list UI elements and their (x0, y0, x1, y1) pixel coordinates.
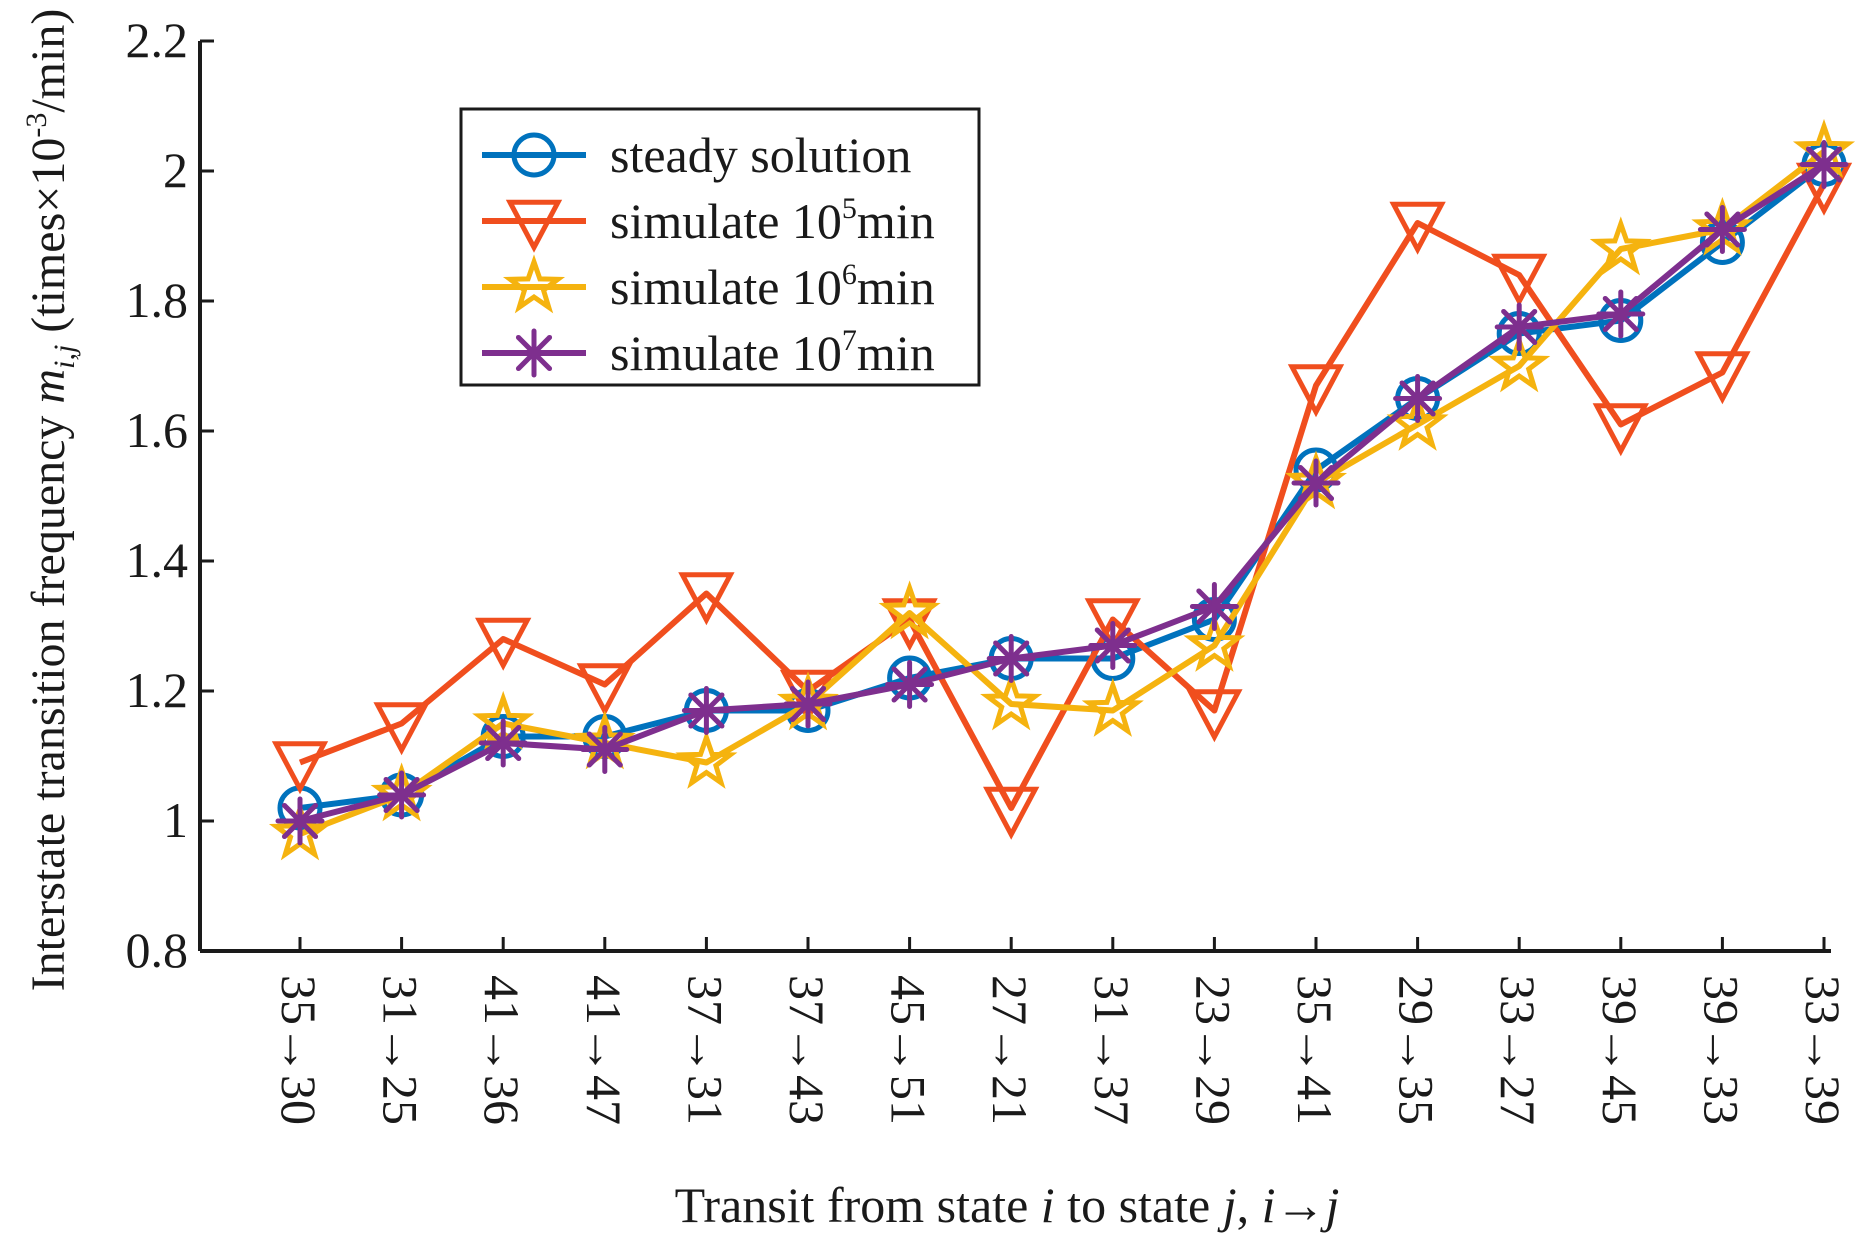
y-tick-label: 1.6 (126, 402, 189, 458)
x-tick-label: 33→27 (1490, 975, 1546, 1125)
data-point (373, 702, 430, 756)
data-point (1081, 677, 1144, 737)
y-ticks: 0.8 1 1.2 1.4 1.6 1.8 2 2.2 (126, 12, 214, 978)
y-tick-label: 1.2 (126, 662, 189, 718)
data-point (478, 718, 528, 768)
data-point (1183, 612, 1246, 672)
data-point (1389, 201, 1446, 255)
series-2 (271, 162, 1853, 840)
series-line (299, 161, 1826, 824)
series-layer (268, 118, 1856, 861)
x-tick-label: 31→37 (1084, 975, 1140, 1125)
data-point (980, 671, 1043, 731)
x-tick-label: 41→36 (474, 975, 530, 1125)
x-tick-label: 29→35 (1389, 975, 1445, 1125)
data-point (678, 572, 735, 626)
series-line (298, 149, 1826, 837)
data-point (1694, 351, 1751, 405)
x-tick-label: 33→39 (1795, 975, 1851, 1125)
legend-label: simulate 105min (610, 192, 935, 249)
data-point (1287, 364, 1345, 418)
legend-item: simulate 106min (482, 254, 935, 315)
data-point (271, 741, 329, 795)
data-point (377, 770, 427, 820)
data-point (1596, 289, 1646, 339)
y-tick-label: 1 (163, 792, 188, 848)
legend-item: steady solution (482, 127, 911, 183)
data-point (1592, 403, 1649, 457)
data-point (475, 617, 532, 671)
series-line (298, 182, 1827, 811)
x-tick-label: 35→30 (271, 975, 327, 1125)
data-point (675, 729, 738, 789)
data-point (878, 580, 941, 640)
series-line (299, 162, 1826, 811)
data-point (576, 663, 633, 717)
data-point (1189, 582, 1239, 631)
data-point (885, 660, 935, 709)
legend-item: simulate 107min (482, 324, 935, 381)
y-tick-label: 1.8 (126, 272, 189, 328)
legend-marker (505, 199, 563, 253)
legend-marker (511, 132, 557, 178)
x-tick-label: 23→29 (1185, 975, 1241, 1125)
series-4 (275, 140, 1849, 846)
y-tick-label: 2 (163, 142, 188, 198)
x-tick-label: 45→51 (881, 975, 937, 1125)
y-tick-label: 2.2 (126, 12, 189, 68)
data-point (783, 679, 833, 729)
x-tick-label: 39→45 (1592, 975, 1648, 1125)
data-point (681, 686, 731, 735)
data-point (1494, 302, 1544, 352)
legend-label: simulate 107min (610, 324, 935, 381)
data-point (1084, 598, 1141, 652)
x-tick-label: 27→21 (982, 975, 1038, 1125)
y-tick-label: 0.8 (126, 922, 189, 978)
legend: steady solution simulate 105min simulate 1… (459, 107, 981, 387)
data-point (580, 725, 630, 774)
data-point (1088, 621, 1138, 670)
data-point (1291, 458, 1341, 508)
y-tick-label: 1.4 (126, 532, 189, 588)
x-tick-label: 41→47 (576, 975, 632, 1125)
data-point (1491, 253, 1548, 307)
legend-marker (502, 254, 566, 314)
legend-entries: steady solution simulate 105min simulate 1… (482, 127, 935, 381)
data-point (1186, 689, 1243, 743)
x-ticks: 35→30 31→25 41→36 41→47 37→31 37→43 45→51 27→21… (271, 937, 1851, 1125)
x-tick-label: 37→31 (677, 975, 733, 1125)
legend-marker (509, 328, 559, 378)
x-tick-label: 37→43 (779, 975, 835, 1125)
data-point (1393, 374, 1443, 423)
y-axis-title: Interstate transition frequency mi,j (ti… (20, 9, 81, 992)
data-point (1488, 333, 1551, 393)
x-tick-label: 35→41 (1287, 975, 1343, 1125)
legend-item: simulate 105min (482, 192, 935, 253)
x-tick-label: 31→25 (373, 975, 429, 1125)
legend-label: simulate 106min (610, 258, 935, 315)
data-point (1697, 205, 1747, 254)
data-point (1799, 140, 1849, 189)
x-tick-label: 39→33 (1693, 975, 1749, 1125)
data-point (275, 796, 325, 846)
legend-label: steady solution (610, 127, 911, 183)
x-axis-title: Transit from state i to state j, i→j (675, 1177, 1340, 1233)
data-point (983, 786, 1040, 840)
data-point (1589, 216, 1652, 276)
axes (198, 41, 1831, 953)
data-point (986, 634, 1036, 683)
